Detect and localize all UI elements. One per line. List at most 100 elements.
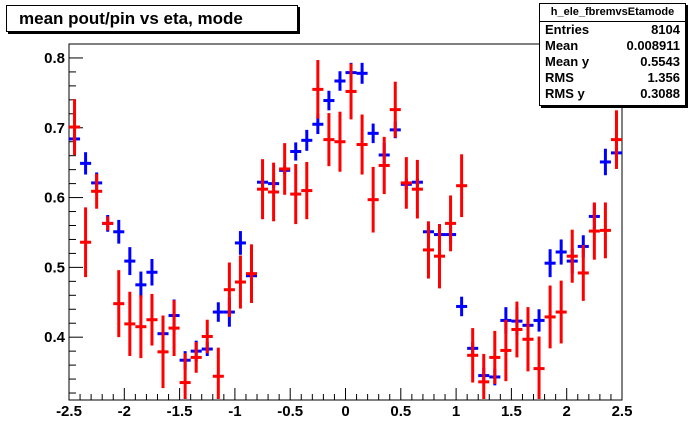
data-point	[179, 353, 191, 399]
x-tick-label: -1.5	[167, 403, 193, 420]
y-tick-label: 0.6	[44, 190, 65, 207]
stats-key: Mean	[545, 38, 579, 53]
stats-key: RMS y	[545, 86, 585, 101]
data-point	[323, 113, 335, 167]
stats-row-entries: Entries 8104	[540, 22, 685, 38]
data-point	[533, 336, 545, 399]
stats-row-rms: RMS 1.356	[540, 70, 685, 86]
data-point	[279, 143, 291, 195]
data-point	[356, 62, 368, 84]
data-point	[433, 224, 446, 289]
data-point	[500, 319, 512, 382]
data-point	[212, 347, 224, 399]
x-tick-label: 1	[452, 403, 460, 420]
data-point	[334, 71, 346, 91]
data-point	[80, 152, 92, 175]
stats-value: 8104	[651, 22, 680, 37]
data-point	[268, 162, 280, 222]
data-point	[113, 219, 125, 244]
series-red	[69, 60, 622, 399]
data-point	[599, 148, 611, 176]
data-point	[323, 90, 335, 111]
data-point	[223, 262, 235, 317]
y-tick-label: 0.8	[44, 50, 65, 67]
data-point	[367, 166, 379, 233]
x-tick-label: 0.5	[390, 403, 411, 420]
stats-key: Entries	[545, 22, 590, 37]
stats-value: 0.008911	[626, 38, 680, 53]
stats-value: 0.5543	[640, 54, 680, 69]
data-point	[69, 99, 81, 155]
data-point	[113, 270, 125, 338]
stats-row-mean-y: Mean y 0.5543	[540, 54, 685, 70]
data-point	[511, 301, 523, 358]
stats-value: 0.3088	[640, 86, 680, 101]
data-point	[124, 247, 136, 276]
data-point	[522, 307, 534, 372]
stats-key: Mean y	[545, 54, 590, 69]
data-point	[467, 328, 479, 383]
stats-histogram-name: h_ele_fbremvsEtamode	[540, 4, 685, 22]
data-point	[411, 159, 423, 219]
data-point	[456, 154, 468, 218]
data-point	[478, 353, 490, 399]
x-tick-label: 2	[563, 403, 571, 420]
data-point	[234, 231, 246, 255]
data-point	[345, 63, 357, 120]
y-tick-label: 0.5	[44, 259, 65, 276]
data-point	[135, 295, 147, 359]
data-point	[124, 291, 136, 357]
data-point	[588, 202, 600, 260]
data-point	[80, 207, 92, 278]
stats-row-rms-y: RMS y 0.3088	[540, 86, 685, 102]
data-point	[234, 255, 246, 309]
axes-group: -2.5 -2 -1.5 -1 -0.5 0 0.5 1 1.5 2 2.5 0.4 0.5 0.6 0.7…	[44, 43, 632, 420]
data-point	[146, 293, 158, 346]
data-point	[367, 123, 379, 144]
data-point	[290, 142, 302, 161]
data-point	[599, 202, 611, 259]
stats-box: h_ele_fbremvsEtamode Entries 8104 Mean 0…	[539, 3, 686, 106]
x-tick-label: 1.5	[501, 403, 522, 420]
data-point	[422, 221, 434, 279]
data-point	[201, 319, 213, 354]
series-group	[69, 60, 622, 399]
data-point	[301, 161, 313, 220]
data-point	[257, 159, 269, 220]
data-point	[301, 129, 313, 151]
data-point	[290, 164, 302, 225]
stats-row-mean: Mean 0.008911	[540, 38, 685, 54]
x-tick-label: -2	[118, 403, 131, 420]
y-tick-label: 0.4	[44, 329, 66, 346]
data-point	[91, 173, 103, 209]
data-point	[445, 195, 457, 252]
data-point	[146, 258, 158, 286]
x-tick-label: -0.5	[277, 403, 303, 420]
data-point	[102, 216, 114, 231]
x-tick-label: 0	[341, 403, 349, 420]
data-point	[334, 111, 346, 172]
data-point	[533, 309, 545, 332]
data-point	[378, 136, 390, 195]
data-point	[356, 114, 368, 175]
data-point	[389, 81, 401, 138]
data-point	[157, 315, 169, 389]
data-point	[168, 300, 180, 357]
data-point	[400, 157, 412, 209]
data-point	[312, 60, 324, 119]
chart-title: mean pout/pin vs eta, mode	[19, 9, 243, 28]
data-point	[190, 342, 202, 373]
data-point	[544, 285, 556, 349]
data-point	[456, 296, 468, 317]
x-tick-label: -2.5	[56, 403, 82, 420]
data-point	[555, 239, 567, 265]
data-point	[566, 229, 578, 283]
data-point	[610, 110, 622, 169]
stats-value: 1.356	[647, 70, 680, 85]
y-tick-label: 0.7	[44, 120, 65, 137]
title-box: mean pout/pin vs eta, mode	[6, 5, 298, 32]
data-point	[555, 280, 567, 344]
data-point	[245, 244, 258, 303]
